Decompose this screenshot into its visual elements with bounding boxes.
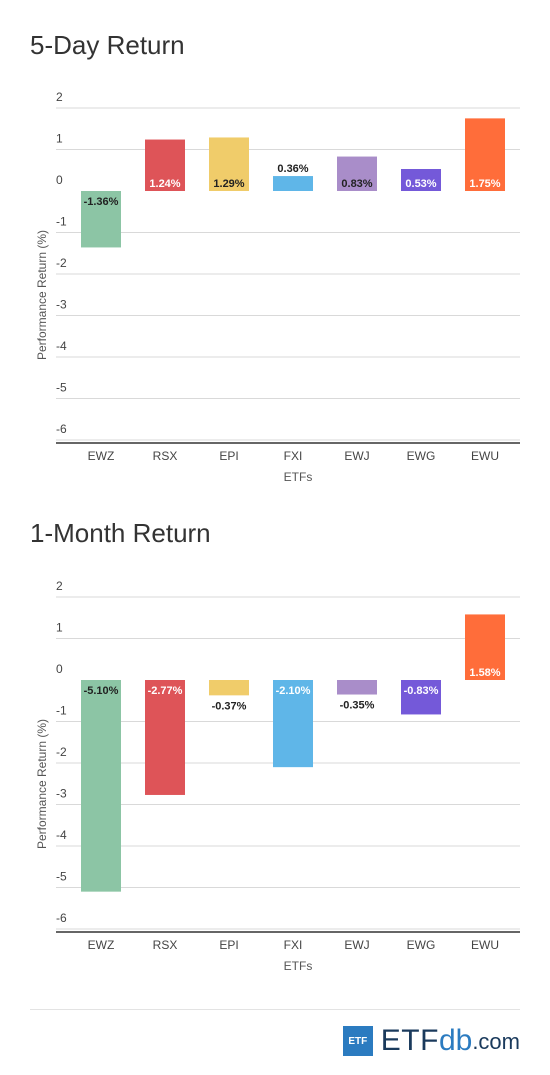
y-tick-label: -6: [56, 911, 67, 925]
x-tick-label: EWU: [471, 938, 499, 952]
y-tick-label: -1: [56, 215, 67, 229]
data-label: -5.10%: [84, 685, 119, 697]
bar-rsx: [145, 680, 185, 795]
data-label: -2.77%: [148, 685, 183, 697]
logo-badge: ETF: [342, 1026, 373, 1056]
bar-ewz: [81, 191, 121, 248]
data-label: 1.29%: [213, 178, 244, 190]
x-tick-label: FXI: [284, 449, 303, 463]
etfdb-logo[interactable]: ETF ETF db .com: [342, 1024, 520, 1057]
y-tick-label: 2: [56, 579, 63, 593]
y-tick-label: 1: [56, 132, 63, 146]
chart-5day: 2 1 0 -1 -2 -3 -4 -5 -6 Performance Return (%) -1.…: [35, 90, 520, 484]
y-tick-label: 1: [56, 621, 63, 635]
bar-epi: [209, 680, 249, 696]
x-tick-label: EWU: [471, 449, 499, 463]
y-tick-label: -3: [56, 787, 67, 801]
x-tick-label: EWZ: [88, 449, 115, 463]
x-tick-label: EWZ: [88, 938, 115, 952]
chart-title-1month: 1-Month Return: [30, 518, 211, 548]
chart-1month: 2 1 0 -1 -2 -3 -4 -5 -6 Performance Return (%) -5.…: [35, 579, 520, 973]
data-label: -0.37%: [212, 700, 247, 712]
bar-ewu: [465, 118, 505, 191]
data-label: -1.36%: [84, 196, 119, 208]
data-label: 1.75%: [469, 178, 500, 190]
footer-divider: [30, 1009, 520, 1010]
x-tick-label: FXI: [284, 938, 303, 952]
logo-db-text: db: [438, 1024, 473, 1057]
x-tick-label: EPI: [219, 449, 238, 463]
data-label: -2.10%: [276, 685, 311, 697]
bar-fxi: [273, 176, 313, 191]
x-tick-label: EWG: [407, 449, 436, 463]
y-axis-title: Performance Return (%): [35, 230, 49, 360]
x-tick-label: EPI: [219, 938, 238, 952]
y-tick-label: -4: [56, 828, 67, 842]
bar-ewg: [401, 169, 441, 191]
data-label: 0.83%: [341, 178, 372, 190]
x-axis-title: ETFs: [284, 470, 313, 484]
x-tick-label: EWJ: [344, 938, 369, 952]
x-tick-label: EWG: [407, 938, 436, 952]
bar-epi: [209, 137, 249, 191]
data-label: 0.53%: [405, 178, 436, 190]
y-tick-label: -5: [56, 381, 67, 395]
y-tick-label: -1: [56, 704, 67, 718]
data-label: 0.36%: [277, 163, 308, 175]
data-label: 1.24%: [149, 178, 180, 190]
bar-ewj: [337, 156, 377, 191]
y-tick-label: -5: [56, 870, 67, 884]
bar-ewz: [81, 680, 121, 892]
data-label: 1.58%: [469, 667, 500, 679]
y-axis-title: Performance Return (%): [35, 719, 49, 849]
x-tick-label: RSX: [153, 938, 178, 952]
y-tick-label: 0: [56, 173, 63, 187]
y-tick-label: -3: [56, 298, 67, 312]
bar-ewg: [401, 680, 441, 715]
chart-title-5day: 5-Day Return: [30, 30, 185, 60]
y-tick-label: -6: [56, 422, 67, 436]
y-tick-label: -4: [56, 339, 67, 353]
bar-fxi: [273, 680, 313, 768]
x-tick-label: RSX: [153, 449, 178, 463]
x-axis-title: ETFs: [284, 959, 313, 973]
data-label: -0.83%: [404, 685, 439, 697]
y-tick-label: 2: [56, 90, 63, 104]
y-tick-label: 0: [56, 662, 63, 676]
bar-ewj: [337, 680, 377, 695]
bar-rsx: [145, 139, 185, 191]
y-tick-label: -2: [56, 256, 67, 270]
x-tick-label: EWJ: [344, 449, 369, 463]
bar-ewu: [465, 614, 505, 680]
y-tick-label: -2: [56, 745, 67, 759]
logo-com-text: .com: [472, 1029, 520, 1054]
data-label: -0.35%: [340, 700, 375, 712]
logo-etf-text: ETF: [380, 1024, 439, 1057]
